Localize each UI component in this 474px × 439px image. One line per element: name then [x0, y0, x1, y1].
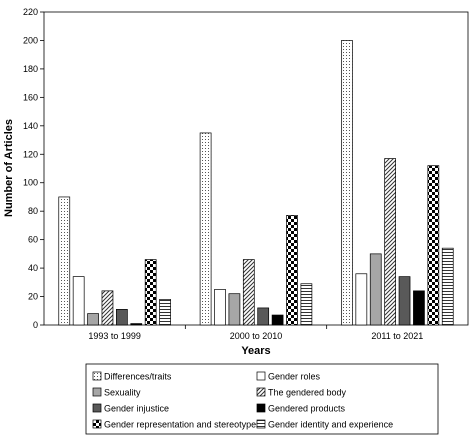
y-tick-label: 60: [28, 235, 38, 245]
x-tick-label: 2011 to 2021: [371, 331, 423, 341]
legend: Differences/traits Gender roles Sexuality T…: [85, 363, 439, 435]
y-tick-label: 0: [33, 320, 38, 330]
bar-1-1: [214, 289, 226, 326]
x-tick-label: 1993 to 1999: [88, 331, 141, 341]
legend-label: Sexuality: [104, 388, 141, 398]
bar-0-5: [130, 323, 143, 326]
y-tick-label: 180: [23, 64, 38, 74]
bar-1-2: [228, 293, 241, 326]
legend-swatch-4: [92, 403, 102, 413]
legend-label: Gender roles: [268, 372, 321, 382]
y-tick-label: 20: [28, 292, 38, 302]
legend-swatch-7: [256, 419, 266, 429]
bar-0-6: [144, 259, 157, 326]
legend-swatch-1: [256, 371, 266, 381]
legend-swatch-6: [92, 419, 102, 429]
bar-2-0: [341, 40, 353, 326]
y-axis-title: Number of Articles: [3, 119, 15, 217]
bar-2-5: [413, 290, 425, 326]
x-tick-label: 2000 to 2010: [230, 331, 283, 341]
legend-label: Gender injustice: [104, 404, 169, 414]
legend-label: The gendered body: [268, 388, 347, 398]
legend-label: Gender identity and experience: [268, 420, 393, 430]
legend-swatch-3: [256, 387, 266, 397]
bar-0-2: [87, 313, 99, 326]
y-tick-label: 120: [23, 149, 38, 159]
bar-0-7: [159, 299, 171, 326]
bar-0-1: [72, 276, 85, 326]
legend-label: Gendered products: [268, 404, 346, 414]
bar-2-2: [369, 253, 382, 326]
bar-0-4: [116, 309, 128, 326]
y-axis: 0 20 40 60 80 100 120 140 160 180 200 220: [23, 7, 44, 330]
bar-1-0: [199, 132, 212, 326]
y-tick-label: 140: [23, 121, 38, 131]
y-tick-label: 220: [23, 7, 38, 17]
x-axis-title: Years: [241, 345, 270, 357]
bar-1-6: [286, 215, 298, 326]
legend-label: Differences/traits: [104, 372, 172, 382]
bar-1-3: [242, 259, 255, 326]
x-axis: 1993 to 1999 2000 to 2010 2011 to 2021: [88, 325, 423, 341]
bar-1-7: [300, 283, 313, 326]
legend-swatch-0: [92, 371, 102, 381]
legend-swatch-2: [92, 387, 102, 397]
y-tick-label: 80: [28, 206, 38, 216]
bar-1-4: [257, 307, 270, 326]
y-tick-label: 40: [28, 263, 38, 273]
bar-0-3: [101, 290, 114, 326]
plot-frame: [43, 11, 469, 326]
bar-0-0: [58, 196, 71, 326]
bar-2-6: [427, 165, 440, 326]
y-tick-label: 200: [23, 35, 38, 45]
legend-swatch-5: [256, 403, 266, 413]
bar-1-5: [271, 314, 284, 326]
bar-2-7: [441, 247, 454, 326]
y-tick-label: 160: [23, 92, 38, 102]
bar-2-1: [355, 273, 368, 326]
bars: [58, 40, 454, 326]
legend-label: Gender representation and stereotypes: [104, 420, 261, 430]
bar-2-3: [384, 158, 396, 326]
bar-2-4: [398, 276, 411, 326]
y-tick-label: 100: [23, 178, 38, 188]
